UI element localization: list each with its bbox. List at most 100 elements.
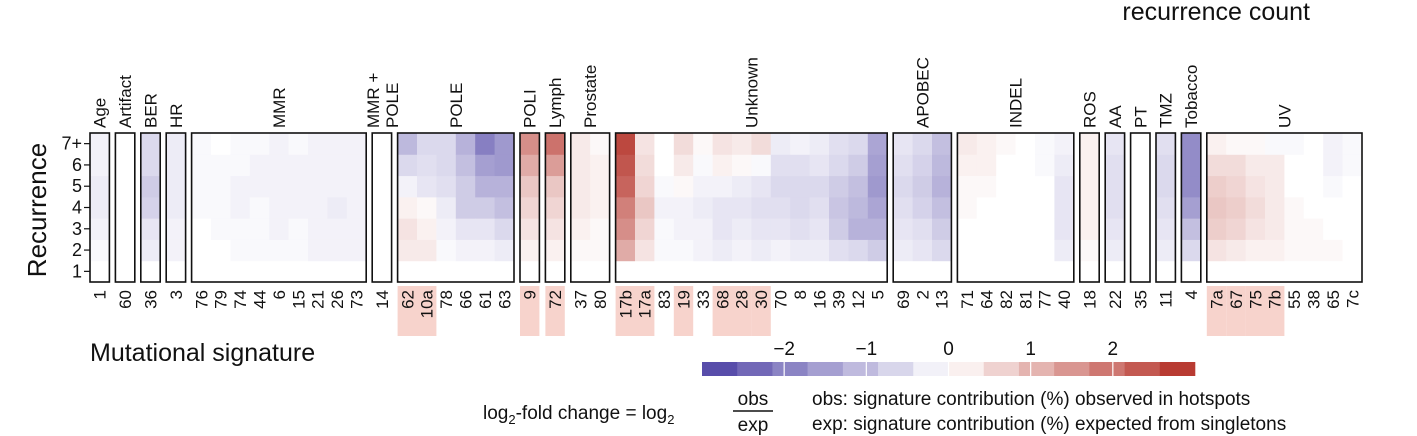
cell-39-1 <box>829 260 849 283</box>
cell-30-6 <box>751 154 772 177</box>
sig-highlight-7a <box>1206 286 1227 336</box>
y-tick-label-3: 3 <box>72 219 82 239</box>
cell-12-7+ <box>848 133 869 155</box>
cell-1-2 <box>90 239 110 262</box>
cell-17b-1 <box>615 260 636 283</box>
cell-16-4 <box>809 196 830 219</box>
cell-77-4 <box>1035 196 1055 219</box>
group-label-2: BER <box>142 93 161 128</box>
cell-72-7+ <box>545 133 566 155</box>
cell-16-2 <box>809 239 830 262</box>
sig-label-78: 78 <box>437 290 456 309</box>
cell-60-2 <box>115 239 136 262</box>
formula-text: log2-fold change = log2 <box>483 403 674 427</box>
cell-44-7+ <box>249 133 270 155</box>
cell-74-5 <box>230 175 251 198</box>
cell-36-5 <box>140 175 161 198</box>
cell-12-4 <box>848 196 869 219</box>
cell-17b-3 <box>615 218 636 240</box>
cell-62-2 <box>397 239 418 262</box>
cell-35-5 <box>1130 175 1151 198</box>
cell-3-2 <box>166 239 187 262</box>
cell-36-3 <box>140 218 161 240</box>
cell-26-6 <box>327 154 348 177</box>
cell-67-5 <box>1226 175 1247 198</box>
cell-6-7+ <box>269 133 290 155</box>
cell-22-5 <box>1105 175 1126 198</box>
sig-label-71: 71 <box>958 290 977 309</box>
cell-18-4 <box>1079 196 1100 219</box>
cell-40-2 <box>1054 239 1075 262</box>
y-tick-label-7+: 7+ <box>61 134 82 154</box>
cell-80-2 <box>590 239 611 262</box>
group-label-8: Lymph <box>546 78 565 128</box>
sig-label-72: 72 <box>546 290 565 309</box>
group-frame-5 <box>371 132 393 283</box>
cell-7c-5 <box>1342 175 1363 198</box>
cell-82-2 <box>996 239 1017 262</box>
sig-label-80: 80 <box>591 290 610 309</box>
cell-71-1 <box>957 260 978 283</box>
cell-78-3 <box>436 218 457 240</box>
sig-label-69: 69 <box>894 290 913 309</box>
sig-label-21: 21 <box>309 290 328 309</box>
cell-7c-2 <box>1342 239 1363 262</box>
cell-22-2 <box>1105 239 1126 262</box>
cell-79-1 <box>211 260 231 283</box>
cell-71-5 <box>957 175 978 198</box>
sig-label-38: 38 <box>1305 290 1324 309</box>
cell-55-6 <box>1284 154 1305 177</box>
cell-73-3 <box>346 218 367 240</box>
cell-70-1 <box>770 260 791 283</box>
cell-36-4 <box>140 196 161 219</box>
cell-44-2 <box>249 239 270 262</box>
group-label-14: AA <box>1106 105 1125 128</box>
cell-33-5 <box>693 175 714 198</box>
cell-79-3 <box>211 218 231 240</box>
cell-67-4 <box>1226 196 1247 219</box>
cell-13-6 <box>932 154 952 177</box>
cell-22-6 <box>1105 154 1126 177</box>
cell-9-1 <box>520 260 540 283</box>
sig-label-40: 40 <box>1055 290 1074 309</box>
signature-highlights <box>397 286 1285 336</box>
cell-82-4 <box>996 196 1017 219</box>
cell-80-4 <box>590 196 611 219</box>
cell-61-4 <box>475 196 496 219</box>
cell-2-5 <box>912 175 933 198</box>
sig-label-35: 35 <box>1131 290 1150 309</box>
colorbar-tick-label-0: −2 <box>773 339 795 360</box>
cell-12-3 <box>848 218 869 240</box>
formula-denominator: exp <box>738 415 769 436</box>
cell-35-1 <box>1130 260 1151 283</box>
cell-82-7+ <box>996 133 1017 155</box>
sig-label-60: 60 <box>116 290 135 309</box>
cell-44-1 <box>249 260 270 283</box>
cell-28-3 <box>732 218 752 240</box>
cell-44-4 <box>249 196 270 219</box>
cell-15-7+ <box>288 133 309 155</box>
cell-8-6 <box>790 154 811 177</box>
sig-label-75: 75 <box>1246 290 1265 309</box>
cell-15-5 <box>288 175 309 198</box>
cell-8-2 <box>790 239 811 262</box>
group-label-9: Prostate <box>581 65 600 128</box>
cell-68-6 <box>712 154 733 177</box>
group-label-6: POLE <box>447 83 466 128</box>
cell-3-5 <box>166 175 187 198</box>
group-frame-3 <box>165 132 187 283</box>
cell-28-2 <box>732 239 752 262</box>
cell-12-6 <box>848 154 869 177</box>
cell-21-6 <box>308 154 328 177</box>
sig-label-66: 66 <box>457 290 476 309</box>
cell-18-7+ <box>1079 133 1100 155</box>
cell-37-7+ <box>570 133 591 155</box>
cell-19-3 <box>673 218 694 240</box>
cell-6-3 <box>269 218 290 240</box>
cell-71-2 <box>957 239 978 262</box>
cell-6-6 <box>269 154 290 177</box>
explanation-exp: exp: signature contribution (%) expected… <box>812 414 1286 435</box>
cell-16-6 <box>809 154 830 177</box>
group-label-13: ROS <box>1081 91 1100 128</box>
cell-2-2 <box>912 239 933 262</box>
